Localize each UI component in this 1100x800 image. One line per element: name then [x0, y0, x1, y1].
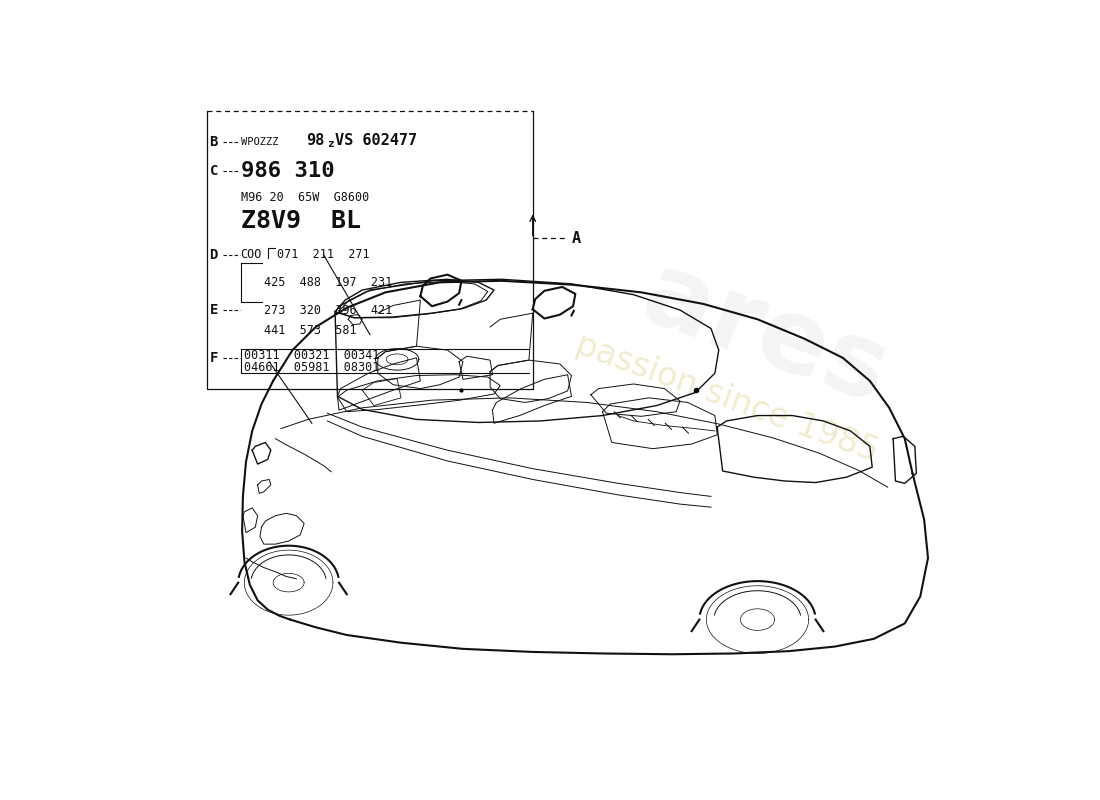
Text: COO: COO — [241, 248, 262, 261]
Text: M96 20  65W  G8600: M96 20 65W G8600 — [241, 191, 368, 204]
Text: E: E — [210, 303, 218, 317]
Text: WPOZZZ: WPOZZZ — [241, 137, 278, 147]
Text: F: F — [210, 350, 218, 365]
Text: 425  488  197  231: 425 488 197 231 — [264, 276, 392, 289]
Text: 441  573  581: 441 573 581 — [264, 324, 356, 338]
Text: 071  211  271: 071 211 271 — [277, 248, 370, 261]
Text: 98: 98 — [307, 133, 324, 148]
Text: ares: ares — [628, 244, 902, 426]
Text: C: C — [210, 164, 218, 178]
Text: VS 602477: VS 602477 — [336, 133, 417, 148]
Text: passion since 1985: passion since 1985 — [571, 328, 882, 468]
Text: B: B — [210, 135, 218, 149]
Text: 273  320  396  421: 273 320 396 421 — [264, 303, 392, 317]
Text: 04661  05981  08301: 04661 05981 08301 — [244, 362, 380, 374]
Text: Z8V9  BL: Z8V9 BL — [241, 209, 361, 233]
Text: D: D — [210, 248, 218, 262]
Text: 986 310: 986 310 — [241, 161, 334, 181]
Text: A: A — [572, 231, 581, 246]
Text: 00311  00321  00341: 00311 00321 00341 — [244, 349, 380, 362]
Text: z: z — [328, 138, 334, 149]
